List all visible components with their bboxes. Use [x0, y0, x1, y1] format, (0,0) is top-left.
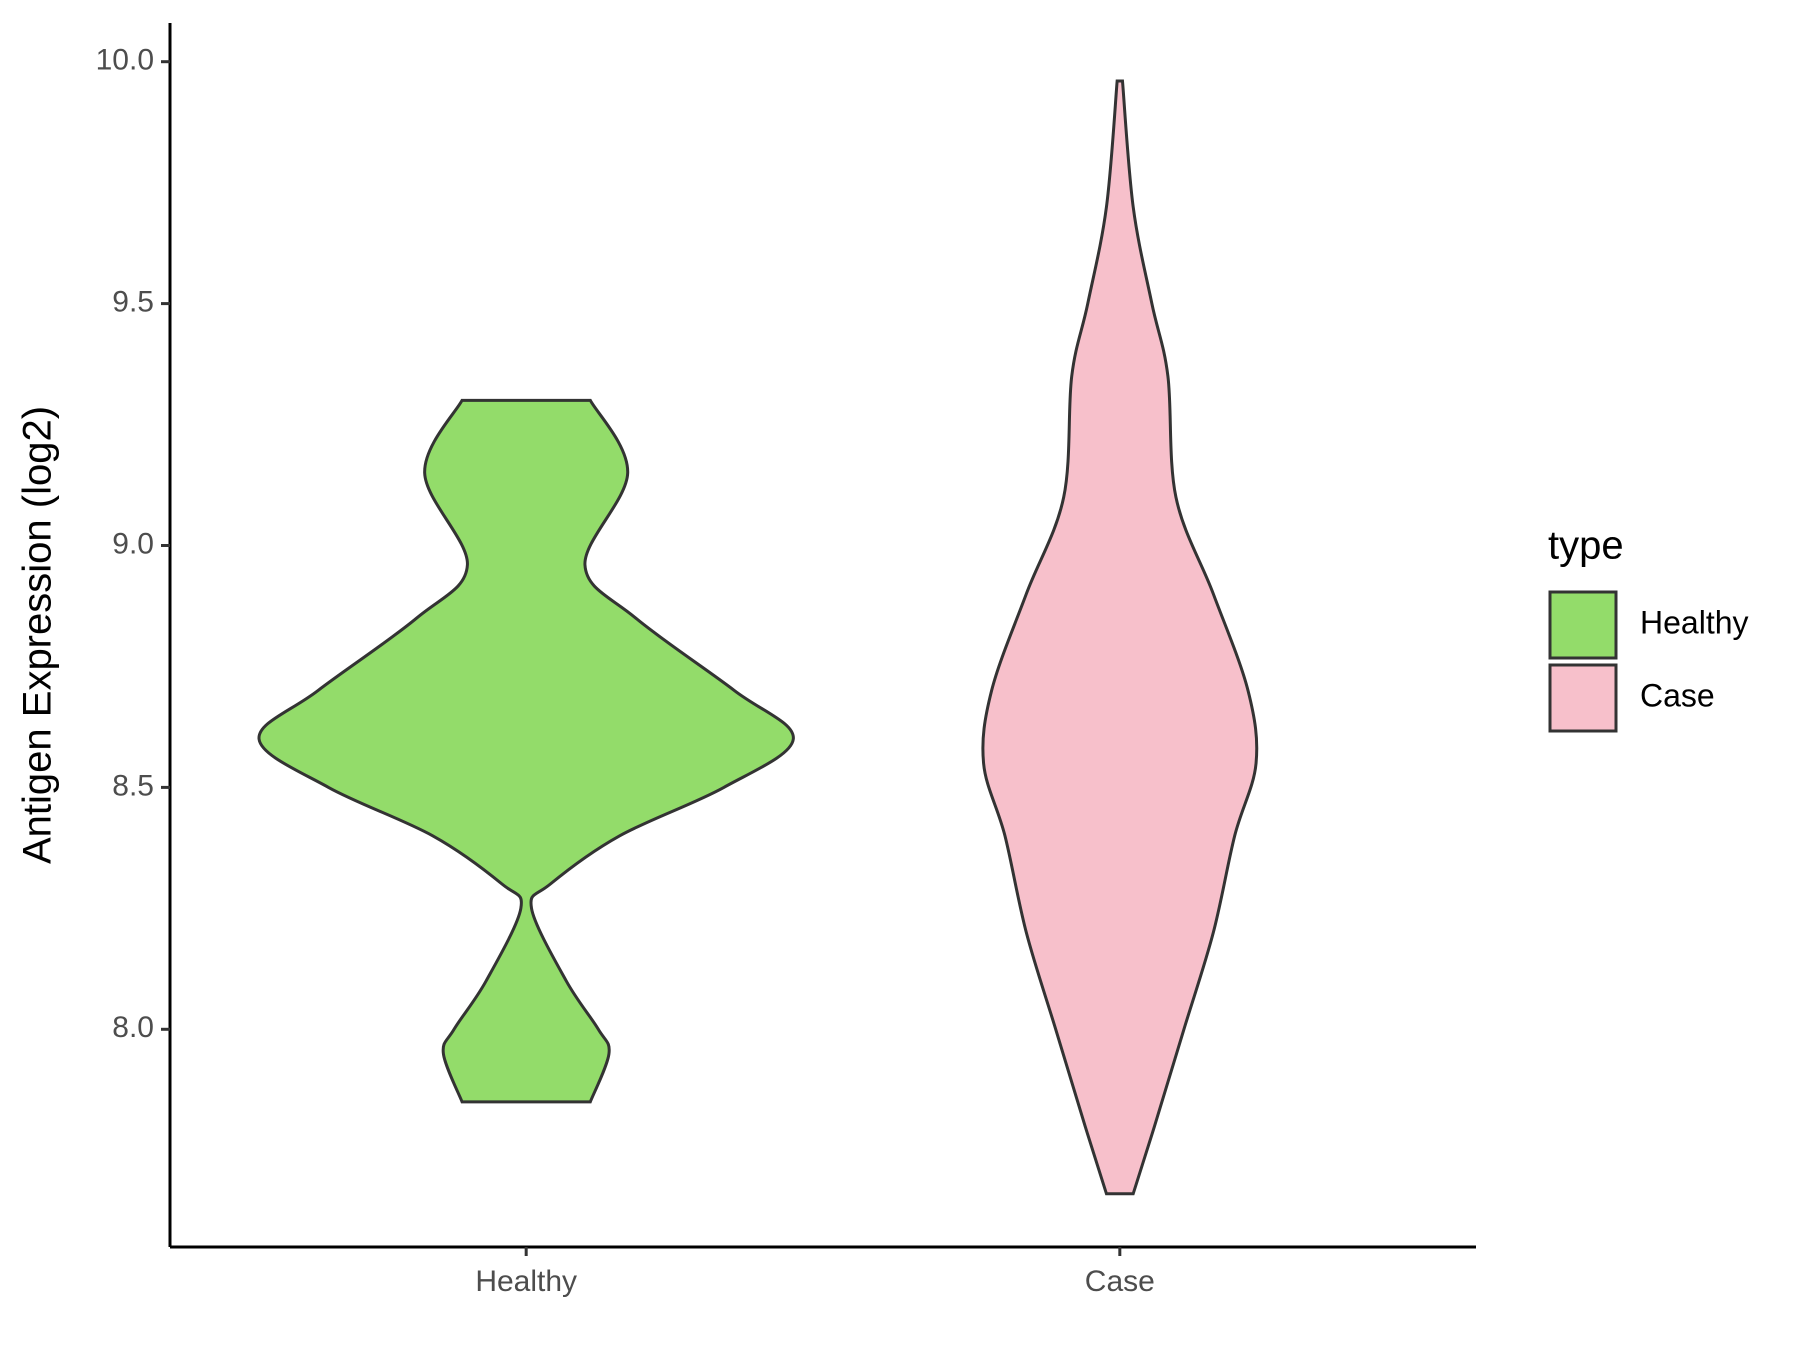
y-tick-label: 9.0	[112, 527, 154, 560]
x-tick-label: Case	[1085, 1265, 1155, 1298]
legend-key	[1548, 590, 1618, 660]
violin	[257, 398, 795, 1104]
y-tick-label: 9.5	[112, 286, 154, 319]
legend-key	[1548, 663, 1618, 733]
y-tick-label: 8.0	[112, 1011, 154, 1044]
y-tick-label: 10.0	[96, 44, 154, 77]
legend-label: Healthy	[1640, 604, 1749, 640]
y-tick-label: 8.5	[112, 769, 154, 802]
legend-title: type	[1548, 524, 1624, 568]
y-axis-title: Antigen Expression (log2)	[16, 406, 60, 864]
violin	[981, 79, 1259, 1196]
x-tick-label: Healthy	[475, 1265, 577, 1298]
legend-label: Case	[1640, 677, 1715, 713]
